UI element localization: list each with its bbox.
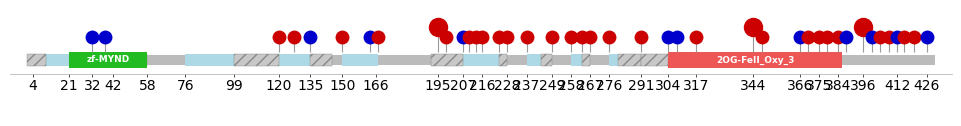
Point xyxy=(271,36,286,38)
Point xyxy=(461,36,477,38)
Point xyxy=(601,36,616,38)
Point xyxy=(467,36,482,38)
Point xyxy=(800,36,815,38)
Point xyxy=(863,36,878,38)
Bar xyxy=(234,54,279,66)
Point xyxy=(855,26,871,28)
Point xyxy=(544,36,559,38)
Bar xyxy=(185,54,234,66)
Bar xyxy=(27,54,45,66)
Point xyxy=(430,26,445,28)
Point xyxy=(829,36,845,38)
Bar xyxy=(581,54,589,66)
Point xyxy=(819,36,834,38)
Bar xyxy=(279,54,310,66)
Bar xyxy=(342,54,378,66)
Point xyxy=(745,26,760,28)
Point xyxy=(500,36,515,38)
Bar xyxy=(33,54,69,66)
Point xyxy=(97,36,112,38)
Point xyxy=(889,36,904,38)
Bar xyxy=(571,54,589,66)
Point xyxy=(438,36,454,38)
Bar xyxy=(27,55,934,65)
Bar xyxy=(617,54,640,66)
Bar xyxy=(640,54,668,66)
Point xyxy=(85,36,100,38)
Point xyxy=(474,36,489,38)
Bar xyxy=(310,54,332,66)
Point xyxy=(574,36,589,38)
Point xyxy=(455,36,470,38)
Bar xyxy=(526,54,552,66)
Bar xyxy=(499,54,507,66)
Point xyxy=(810,36,825,38)
Point xyxy=(563,36,579,38)
Point xyxy=(791,36,806,38)
Point xyxy=(632,36,648,38)
Point xyxy=(838,36,853,38)
Point xyxy=(660,36,676,38)
Point xyxy=(919,36,934,38)
Point xyxy=(688,36,703,38)
Point xyxy=(880,36,896,38)
Bar xyxy=(608,54,640,66)
Bar xyxy=(69,52,147,68)
Text: zf-MYND: zf-MYND xyxy=(86,55,130,65)
Bar xyxy=(87,54,147,66)
Point xyxy=(895,36,910,38)
Point xyxy=(361,36,377,38)
Point xyxy=(872,36,887,38)
Point xyxy=(334,36,350,38)
Point xyxy=(303,36,318,38)
Bar xyxy=(668,52,841,68)
Point xyxy=(753,36,769,38)
Point xyxy=(581,36,597,38)
Point xyxy=(285,36,301,38)
Text: 2OG-FeII_Oxy_3: 2OG-FeII_Oxy_3 xyxy=(715,55,794,65)
Bar xyxy=(431,54,462,66)
Bar xyxy=(541,54,552,66)
Point xyxy=(518,36,533,38)
Point xyxy=(370,36,385,38)
Point xyxy=(669,36,684,38)
Point xyxy=(905,36,921,38)
Point xyxy=(491,36,506,38)
Bar xyxy=(462,54,507,66)
